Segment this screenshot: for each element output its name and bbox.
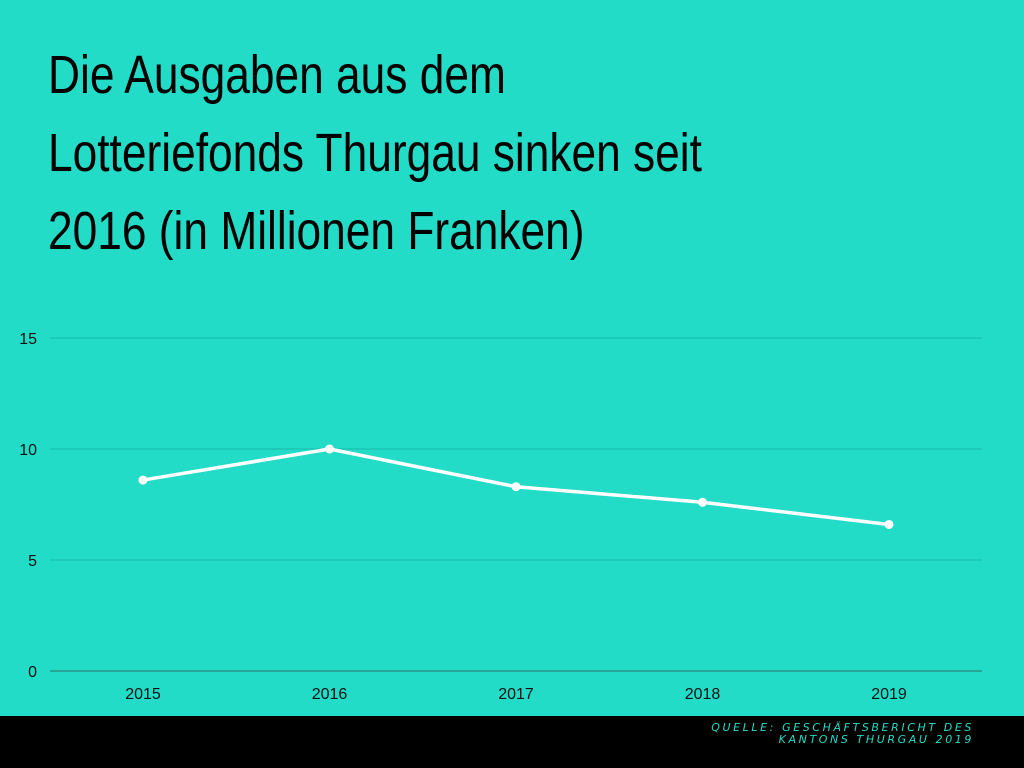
y-axis-tick-labels: 0 5 10 15	[19, 331, 37, 681]
data-point	[511, 482, 521, 492]
x-tick-label: 2019	[871, 686, 907, 703]
data-point	[325, 444, 334, 454]
x-tick-label: 2018	[685, 686, 721, 703]
y-tick-label: 0	[28, 664, 37, 681]
data-point	[698, 497, 707, 507]
y-tick-label: 15	[19, 331, 37, 348]
y-tick-label: 5	[28, 553, 37, 570]
x-tick-label: 2017	[498, 686, 534, 703]
footer-bar: Quelle: Geschäftsbericht des Kantons Thu…	[0, 716, 1024, 768]
source-note: Quelle: Geschäftsbericht des Kantons Thu…	[711, 721, 974, 746]
x-tick-label: 2016	[312, 686, 348, 703]
gridlines	[50, 337, 982, 672]
data-point	[884, 519, 894, 529]
line-chart: 0 5 10 15 2015 2016 2017 2018 2019	[19, 331, 982, 703]
y-tick-label: 10	[19, 442, 37, 459]
data-point	[138, 475, 148, 485]
x-tick-label: 2015	[125, 686, 161, 703]
chart-title: Die Ausgaben aus dem Lotteriefonds Thurg…	[48, 45, 702, 261]
x-axis-tick-labels: 2015 2016 2017 2018 2019	[125, 686, 907, 703]
series-points	[138, 444, 894, 529]
